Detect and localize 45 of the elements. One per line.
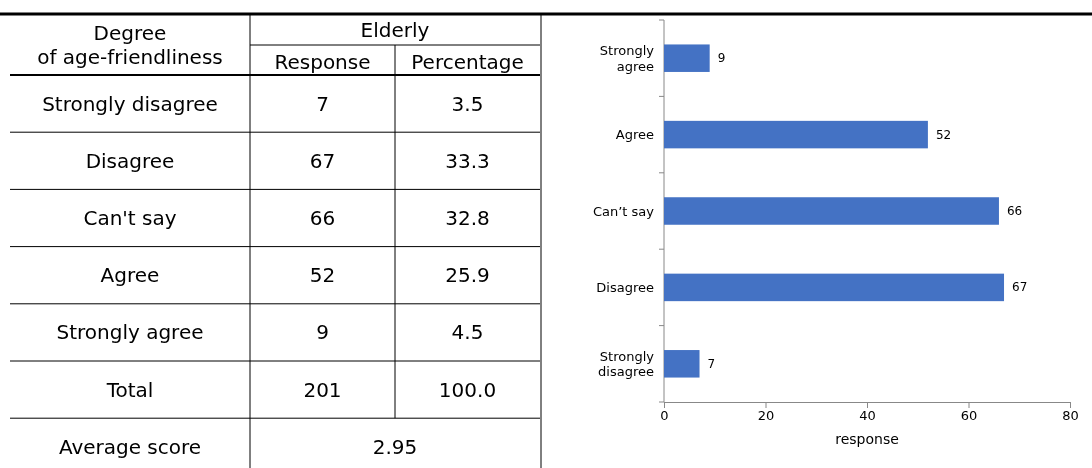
text: Degree of age-friendliness [37, 21, 223, 69]
category-label: Agree [100, 263, 160, 288]
data-label: 3.5 [451, 91, 484, 116]
data-label: 52 [935, 127, 952, 142]
category-label: Total [105, 377, 154, 402]
y-tick-label: Strongly agree [599, 42, 655, 74]
text: Percentage [411, 50, 524, 74]
x-tick-label: 40 [859, 408, 876, 424]
data-label: 100.0 [438, 377, 497, 402]
data-label: 32.8 [445, 206, 490, 230]
bar [664, 44, 710, 72]
data-label: 25.9 [445, 263, 490, 288]
data-label: 33.3 [445, 148, 490, 173]
legend-title: Elderly [360, 18, 430, 42]
x-tick-label: 20 [757, 408, 775, 424]
bar [664, 197, 999, 225]
data-label: 66 [309, 206, 336, 230]
data-label: 67 [309, 148, 336, 173]
bar [664, 350, 700, 378]
bar [664, 273, 1005, 302]
x-tick-label: 0 [660, 408, 669, 424]
data-label: 9 [717, 51, 726, 66]
data-label: 67 [1012, 280, 1028, 295]
text: Response [274, 50, 371, 74]
text: Average score [58, 434, 202, 459]
category-label: Strongly agree [56, 320, 204, 345]
data-label: 52 [309, 263, 336, 288]
bar [664, 120, 928, 149]
data-label: 4.5 [451, 320, 484, 345]
category-label: Strongly disagree [42, 91, 218, 116]
y-tick-label: Disagree [596, 279, 654, 295]
y-tick-label: Agree [615, 127, 654, 143]
data-label: 7 [316, 91, 329, 116]
text: 2.95 [372, 434, 418, 459]
y-tick-label: Strongly disagree [598, 348, 655, 380]
data-label: 9 [316, 320, 329, 345]
x-tick-label: 80 [1062, 408, 1079, 424]
category-label: Can't say [83, 206, 177, 230]
x-tick-label: 60 [960, 408, 978, 424]
data-label: 201 [303, 377, 342, 402]
data-label: 7 [707, 356, 716, 371]
data-label: 66 [1006, 204, 1023, 218]
y-tick-label: Can’t say [592, 203, 655, 219]
category-label: Disagree [85, 148, 175, 173]
x-axis-title: response [835, 431, 899, 447]
